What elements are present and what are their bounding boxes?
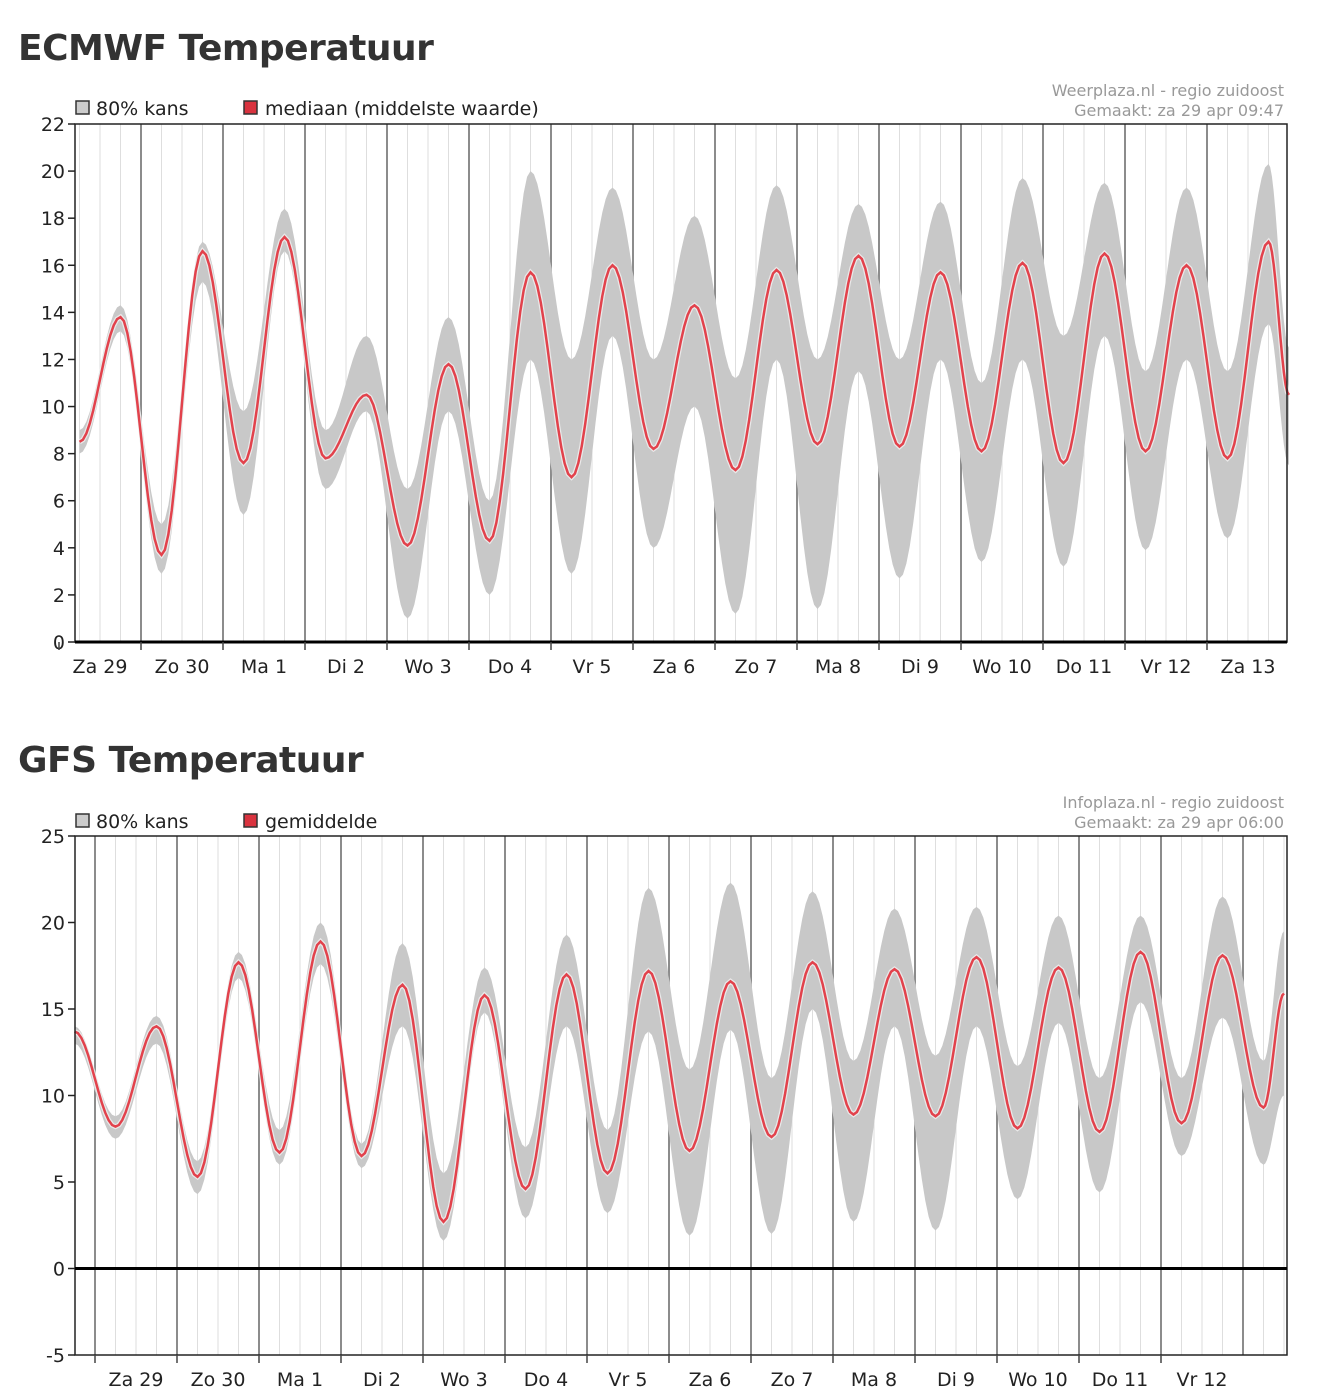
y-tick-label: 20: [41, 161, 65, 183]
y-tick-label: 20: [41, 913, 65, 935]
y-tick-label: -5: [46, 1345, 65, 1367]
y-tick-label: 25: [41, 826, 65, 848]
y-tick-label: 5: [53, 1172, 65, 1194]
x-tick-label: Di 9: [901, 656, 939, 678]
legend-swatch-band: [75, 100, 90, 115]
x-tick-label: Zo 30: [155, 656, 210, 678]
band-80-percent: [74, 882, 1284, 1241]
x-tick-label: Vr 12: [1140, 656, 1191, 678]
made-timestamp: Gemaakt: za 29 apr 09:47: [1074, 101, 1284, 120]
legend-swatch-band: [75, 813, 90, 828]
x-tick-label: Wo 10: [1008, 1369, 1068, 1391]
x-tick-label: Do 4: [488, 656, 532, 678]
source-label: Weerplaza.nl - regio zuidoost: [1052, 81, 1284, 100]
median-line: [78, 235, 1291, 557]
y-tick-label: 10: [41, 1086, 65, 1108]
x-tick-label: Vr 5: [609, 1369, 648, 1391]
gfs-temperature-chart: -5 0 5 10 15 20 25 Za 29 Zo 30 Ma 1 Di 2 Wo 3 Do 4 Vr…: [41, 793, 1288, 1391]
x-tick-label: Vr 12: [1176, 1369, 1227, 1391]
x-tick-label: Za 6: [653, 656, 696, 678]
legend-label-band: 80% kans: [96, 98, 189, 120]
y-tick-label: 12: [41, 349, 65, 371]
x-tick-label: Ma 1: [277, 1369, 323, 1391]
x-tick-label: Zo 7: [771, 1369, 814, 1391]
y-tick-label: 18: [41, 208, 65, 230]
y-tick-label: 2: [53, 585, 65, 607]
x-tick-label: Wo 10: [972, 656, 1032, 678]
x-tick-label: Di 2: [327, 656, 365, 678]
x-tick-label: Ma 8: [815, 656, 861, 678]
legend-swatch-line: [243, 813, 258, 828]
y-tick-label: 8: [53, 444, 65, 466]
x-tick-label: Vr 5: [573, 656, 612, 678]
x-tick-label: Ma 8: [851, 1369, 897, 1391]
legend-label-line: gemiddelde: [265, 811, 377, 833]
y-tick-label: 6: [53, 491, 65, 513]
x-tick-label: Di 2: [363, 1369, 401, 1391]
y-tick-label: 22: [41, 114, 65, 136]
y-tick-label: 15: [41, 999, 65, 1021]
x-tick-label: Di 9: [937, 1369, 975, 1391]
x-tick-label: Za 6: [689, 1369, 732, 1391]
band-80-percent: [79, 164, 1289, 619]
x-tick-label: Za 29: [73, 656, 128, 678]
y-tick-label: 4: [53, 538, 65, 560]
x-tick-label: Za 13: [1221, 656, 1276, 678]
made-timestamp: Gemaakt: za 29 apr 06:00: [1074, 813, 1284, 832]
median-line: [73, 939, 1285, 1224]
y-tick-label: 0: [53, 1259, 65, 1281]
ecmwf-chart-title: ECMWF Temperatuur: [18, 28, 434, 69]
gfs-chart-title: GFS Temperatuur: [18, 740, 364, 781]
x-tick-label: Zo 7: [735, 656, 778, 678]
y-tick-label: 10: [41, 397, 65, 419]
x-tick-label: Ma 1: [241, 656, 287, 678]
legend-label-band: 80% kans: [96, 811, 189, 833]
x-tick-label: Do 11: [1056, 656, 1112, 678]
y-tick-label: 14: [41, 302, 65, 324]
x-tick-label: Za 29: [109, 1369, 164, 1391]
x-tick-label: Wo 3: [440, 1369, 487, 1391]
source-label: Infoplaza.nl - regio zuidoost: [1063, 793, 1284, 812]
y-tick-label: 16: [41, 255, 65, 277]
legend-swatch-line: [243, 100, 258, 115]
x-tick-label: Zo 30: [191, 1369, 246, 1391]
x-tick-label: Do 4: [524, 1369, 568, 1391]
x-tick-label: Wo 3: [404, 656, 451, 678]
legend-label-line: mediaan (middelste waarde): [265, 98, 539, 120]
x-tick-label: Do 11: [1092, 1369, 1148, 1391]
